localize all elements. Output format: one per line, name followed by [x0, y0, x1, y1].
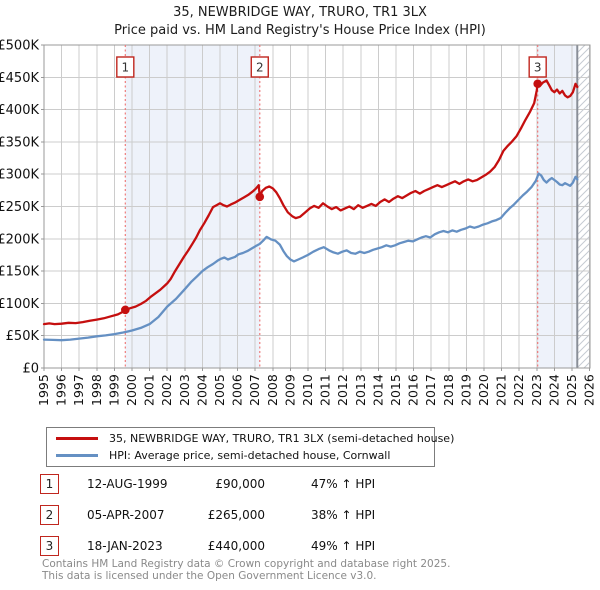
x-tick-label: 2026 [582, 374, 597, 406]
legend-item-hpi: HPI: Average price, semi-detached house,… [56, 449, 434, 462]
x-tick-label: 2022 [511, 374, 526, 406]
hpi-line [42, 172, 579, 342]
x-tick-label: 2003 [177, 374, 192, 406]
x-tick-label: 1995 [36, 374, 51, 406]
price-paid-line [42, 79, 579, 326]
x-tick-label: 2012 [335, 374, 350, 406]
sale-number-badge: 2 [40, 505, 59, 525]
sale-point-1 [121, 305, 130, 315]
y-tick-label: £200K [0, 232, 39, 247]
price-paid-line-swatch [56, 437, 98, 440]
sale-number-badge: 1 [40, 474, 59, 494]
x-tick-label: 2019 [458, 374, 473, 406]
y-tick-label: £300K [0, 168, 39, 183]
x-tick-label: 2023 [529, 374, 544, 406]
sale-flag-box-3 [528, 56, 547, 78]
x-tick-label: 2025 [564, 374, 579, 406]
sale-date: 12-AUG-1999 [87, 477, 168, 491]
x-tick-label: 1996 [54, 374, 69, 406]
sale-hpi-percent: 49% ↑ HPI [311, 539, 376, 553]
plot-border [43, 44, 591, 369]
sale-flag-box-2 [250, 56, 269, 78]
sale-number-badge: 3 [40, 536, 59, 556]
y-tick-label: £250K [0, 200, 39, 215]
sale-hpi-percent: 38% ↑ HPI [311, 508, 376, 522]
x-tick-label: 1999 [106, 374, 121, 406]
sale-row-1: 1 12-AUG-1999 £90,000 47% ↑ HPI [40, 474, 460, 496]
sale-date: 18-JAN-2023 [87, 539, 163, 553]
x-tick-label: 2018 [441, 374, 456, 406]
x-tick-label: 2014 [370, 374, 385, 406]
price-history-chart: 1995 1996 1997 1998 1999 2000 2001 2002 2003 2004… [0, 39, 597, 407]
legend-label-price-paid: 35, NEWBRIDGE WAY, TRURO, TR1 3LX (semi-… [109, 432, 455, 445]
license-line-2: This data is licensed under the Open Gov… [42, 570, 377, 583]
license-footer: Contains HM Land Registry data © Crown c… [42, 558, 450, 583]
legend-label-hpi: HPI: Average price, semi-detached house,… [109, 449, 391, 462]
x-tick-label: 2000 [124, 374, 139, 406]
sale-price: £440,000 [207, 539, 265, 553]
x-tick-label: 2009 [282, 374, 297, 406]
y-tick-label: £450K [0, 71, 39, 86]
y-tick-label: £0 [22, 362, 39, 377]
x-tick-label: 2002 [159, 374, 174, 406]
x-tick-label: 1997 [71, 374, 86, 406]
x-tick-label: 2010 [300, 374, 315, 406]
legend-item-price-paid: 35, NEWBRIDGE WAY, TRURO, TR1 3LX (semi-… [56, 432, 454, 445]
x-tick-label: 2008 [265, 374, 280, 406]
x-tick-label: 2013 [353, 374, 368, 406]
sale-hpi-percent: 47% ↑ HPI [311, 477, 376, 491]
x-tick-label: 1998 [89, 374, 104, 406]
sale-row-3: 3 18-JAN-2023 £440,000 49% ↑ HPI [40, 536, 460, 558]
x-tick-label: 2021 [494, 374, 509, 406]
y-tick-label: £350K [0, 135, 39, 150]
x-tick-label: 2015 [388, 374, 403, 406]
x-tick-label: 2001 [142, 374, 157, 406]
x-tick-label: 2006 [230, 374, 245, 406]
x-tick-label: 2016 [406, 374, 421, 406]
license-line-1: Contains HM Land Registry data © Crown c… [42, 558, 451, 570]
sale-price: £90,000 [215, 477, 265, 491]
x-tick-label: 2007 [247, 374, 262, 406]
sale-flag-box-1 [116, 56, 135, 78]
sale-date: 05-APR-2007 [87, 508, 165, 522]
page-subtitle: Price paid vs. HM Land Registry's House … [114, 23, 486, 38]
sale-point-2 [255, 192, 265, 202]
y-tick-label: £100K [0, 297, 39, 312]
sale-price: £265,000 [207, 508, 265, 522]
hpi-line-swatch [56, 454, 98, 457]
sale-flag-number-1: 1 [121, 61, 129, 75]
x-tick-label: 2004 [194, 374, 209, 406]
x-tick-label: 2005 [212, 374, 227, 406]
page-title: 35, NEWBRIDGE WAY, TRURO, TR1 3LX [173, 5, 427, 20]
sale-point-3 [533, 79, 542, 89]
x-tick-label: 2011 [318, 374, 333, 406]
y-tick-label: £150K [0, 265, 39, 280]
x-tick-label: 2020 [476, 374, 491, 406]
sale-row-2: 2 05-APR-2007 £265,000 38% ↑ HPI [40, 505, 460, 527]
chart-legend: 35, NEWBRIDGE WAY, TRURO, TR1 3LX (semi-… [46, 427, 454, 467]
y-tick-label: £50K [6, 329, 40, 344]
y-tick-label: £400K [0, 103, 39, 118]
x-tick-label: 2017 [423, 374, 438, 406]
y-tick-label: £500K [0, 39, 39, 54]
sale-flag-number-2: 2 [256, 61, 264, 75]
x-tick-label: 2024 [546, 374, 561, 406]
sale-flag-number-3: 3 [534, 61, 542, 75]
